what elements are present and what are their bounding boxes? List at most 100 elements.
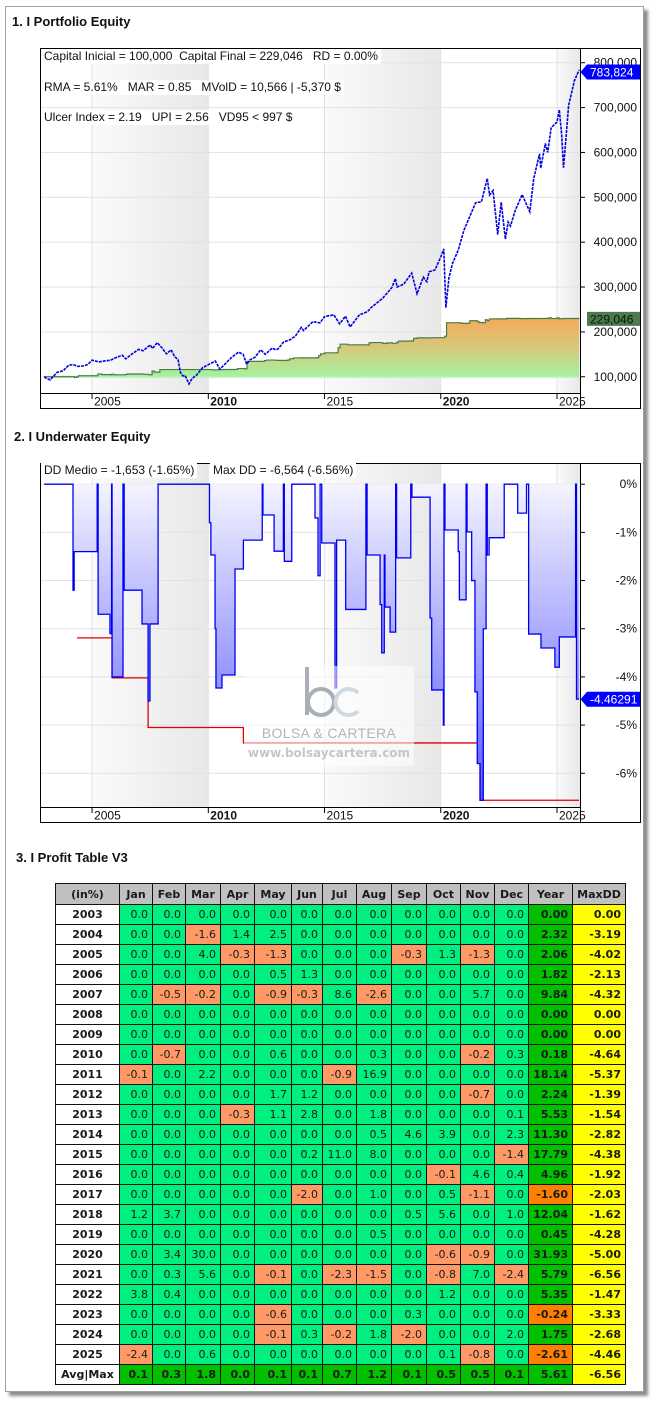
month-return-cell: -0.1 — [426, 1164, 461, 1185]
month-return-cell: 0.0 — [426, 1144, 461, 1165]
max-drawdown-cell: -4.46 — [572, 1344, 626, 1365]
month-return-cell: -2.4 — [119, 1344, 153, 1365]
month-return-cell: 0.0 — [460, 1004, 495, 1025]
month-return-cell: 1.8 — [356, 1324, 392, 1345]
month-return-cell: 0.0 — [254, 1064, 292, 1085]
month-return-cell: 1.0 — [356, 1184, 392, 1205]
month-return-cell: 0.0 — [494, 1184, 529, 1205]
row-year-label: 2010 — [55, 1044, 120, 1065]
dd-medio-label: DD Medio = -1,653 (-1.65%) — [41, 463, 198, 478]
month-return-cell: 0.0 — [220, 964, 255, 985]
x-tick-label: 2010 — [210, 809, 237, 823]
table-row: 2021 0.0 0.3 5.6 0.0 -0.1 0.0 -2.3 -1.5 0.0 -0.8 7.… — [55, 1264, 626, 1285]
row-year-label: 2016 — [55, 1164, 120, 1185]
column-header: Jun — [291, 883, 323, 905]
month-return-cell: 0.0 — [322, 1044, 357, 1065]
strategy-equity-area — [44, 317, 580, 378]
table-row: 2017 0.0 0.0 0.0 0.0 0.0 -2.0 0.0 1.0 0.0 0.5 -1.1 0… — [55, 1184, 626, 1205]
underwater-section-title: 2. I Underwater Equity — [14, 429, 151, 444]
y-tick-label: 500,000 — [594, 190, 638, 204]
month-return-cell: -0.3 — [220, 944, 255, 965]
row-year-label: 2014 — [55, 1124, 120, 1145]
equity-section-title: 1. I Portfolio Equity — [12, 14, 131, 29]
month-return-cell: 0.0 — [119, 964, 153, 985]
month-return-cell: 0.0 — [220, 1024, 255, 1045]
table-row: 2010 0.0 -0.7 0.0 0.0 0.6 0.0 0.0 0.3 0.0 0.0 -0.2 0… — [55, 1044, 626, 1065]
month-return-cell: 0.0 — [185, 1164, 221, 1185]
row-year-label: 2009 — [55, 1024, 120, 1045]
row-year-label: 2017 — [55, 1184, 120, 1205]
plot-area — [43, 69, 580, 386]
tag-label: -4.46291 — [590, 693, 638, 707]
month-return-cell: 0.0 — [185, 1184, 221, 1205]
month-return-cell: 0.0 — [291, 1204, 323, 1225]
month-return-cell: 16.9 — [356, 1064, 392, 1085]
tag-pointer-shape — [580, 64, 640, 80]
table-row: 2023 0.0 0.0 0.0 0.0 -0.6 0.0 0.0 0.0 0.3 0.0 0.0 0.… — [55, 1304, 626, 1325]
month-return-cell: 0.0 — [391, 964, 427, 985]
month-return-cell: 1.2 — [119, 1204, 153, 1225]
month-return-cell: 0.0 — [220, 1304, 255, 1325]
row-year-label: 2004 — [55, 924, 120, 945]
row-year-label: 2022 — [55, 1284, 120, 1305]
strategy-equity-line — [44, 317, 580, 379]
summary-label: Avg|Max — [55, 1364, 120, 1385]
month-return-cell: 0.0 — [185, 904, 221, 925]
month-return-cell: 0.0 — [185, 1284, 221, 1305]
month-return-cell: 0.0 — [220, 1284, 255, 1305]
last-value-tag: -4.46291 — [580, 691, 640, 707]
month-return-cell: 7.0 — [460, 1264, 495, 1285]
month-return-cell: 3.4 — [152, 1244, 186, 1265]
month-return-cell: 0.0 — [356, 1204, 392, 1225]
month-return-cell: -0.9 — [322, 1064, 357, 1085]
table-row: 2008 0.0 0.0 0.0 0.0 0.0 0.0 0.0 0.0 0.0 0.0 0.0 0.0… — [55, 1004, 626, 1025]
column-header: Nov — [460, 883, 495, 905]
last-value-tag: 229,046 — [587, 311, 640, 326]
month-return-cell: 0.0 — [119, 1084, 153, 1105]
month-return-cell: 8.0 — [356, 1144, 392, 1165]
row-year-label: 2008 — [55, 1004, 120, 1025]
row-year-label: 2007 — [55, 984, 120, 1005]
year-return-cell: 5.35 — [528, 1284, 573, 1305]
month-return-cell: 0.0 — [291, 1004, 323, 1025]
month-return-cell: 0.5 — [254, 964, 292, 985]
month-return-cell: 0.0 — [391, 1164, 427, 1185]
profit-table: (in%) Jan Feb Mar Apr May Jun Jul Aug Sep Oct Nov De… — [55, 883, 626, 1385]
month-return-cell: 0.0 — [119, 1304, 153, 1325]
month-return-cell: 0.3 — [494, 1044, 529, 1065]
month-return-cell: 0.0 — [460, 1304, 495, 1325]
year-return-cell: 2.32 — [528, 924, 573, 945]
month-return-cell: 5.6 — [426, 1204, 461, 1225]
month-return-cell: 0.0 — [391, 1004, 427, 1025]
month-return-cell: 0.0 — [291, 1044, 323, 1065]
month-return-cell: 0.0 — [152, 1184, 186, 1205]
month-return-cell: 0.0 — [460, 1284, 495, 1305]
month-return-cell: 1.4 — [220, 924, 255, 945]
column-header: Jan — [119, 883, 153, 905]
benchmark-equity-line — [43, 69, 580, 386]
month-return-cell: 0.0 — [291, 1264, 323, 1285]
month-return-cell: -2.3 — [322, 1264, 357, 1285]
month-return-cell: 0.6 — [185, 1344, 221, 1365]
month-return-cell: 0.1 — [426, 1344, 461, 1365]
month-return-cell: 0.0 — [494, 1244, 529, 1265]
month-return-cell: 0.0 — [254, 1224, 292, 1245]
month-return-cell: 0.0 — [391, 1044, 427, 1065]
month-return-cell: 0.0 — [460, 904, 495, 925]
month-return-cell: 0.0 — [254, 1344, 292, 1365]
month-return-cell: 0.0 — [494, 1284, 529, 1305]
year-return-cell: 9.84 — [528, 984, 573, 1005]
month-return-cell: 0.0 — [322, 1304, 357, 1325]
table-row: 2019 0.0 0.0 0.0 0.0 0.0 0.0 0.0 0.5 0.0 0.0 0.0 0.0… — [55, 1224, 626, 1245]
row-year-label: 2011 — [55, 1064, 120, 1085]
column-header: Oct — [426, 883, 461, 905]
month-return-cell: 0.0 — [494, 1024, 529, 1045]
month-return-cell: 2.3 — [494, 1124, 529, 1145]
month-return-cell: 0.0 — [152, 1124, 186, 1145]
month-return-cell: 4.6 — [460, 1164, 495, 1185]
month-return-cell: 0.0 — [152, 1164, 186, 1185]
table-header-row: (in%) Jan Feb Mar Apr May Jun Jul Aug Sep Oct Nov De… — [55, 883, 626, 905]
year-return-cell: 17.79 — [528, 1144, 573, 1165]
max-drawdown-cell: 0.00 — [572, 904, 626, 925]
month-return-cell: 0.0 — [291, 1024, 323, 1045]
